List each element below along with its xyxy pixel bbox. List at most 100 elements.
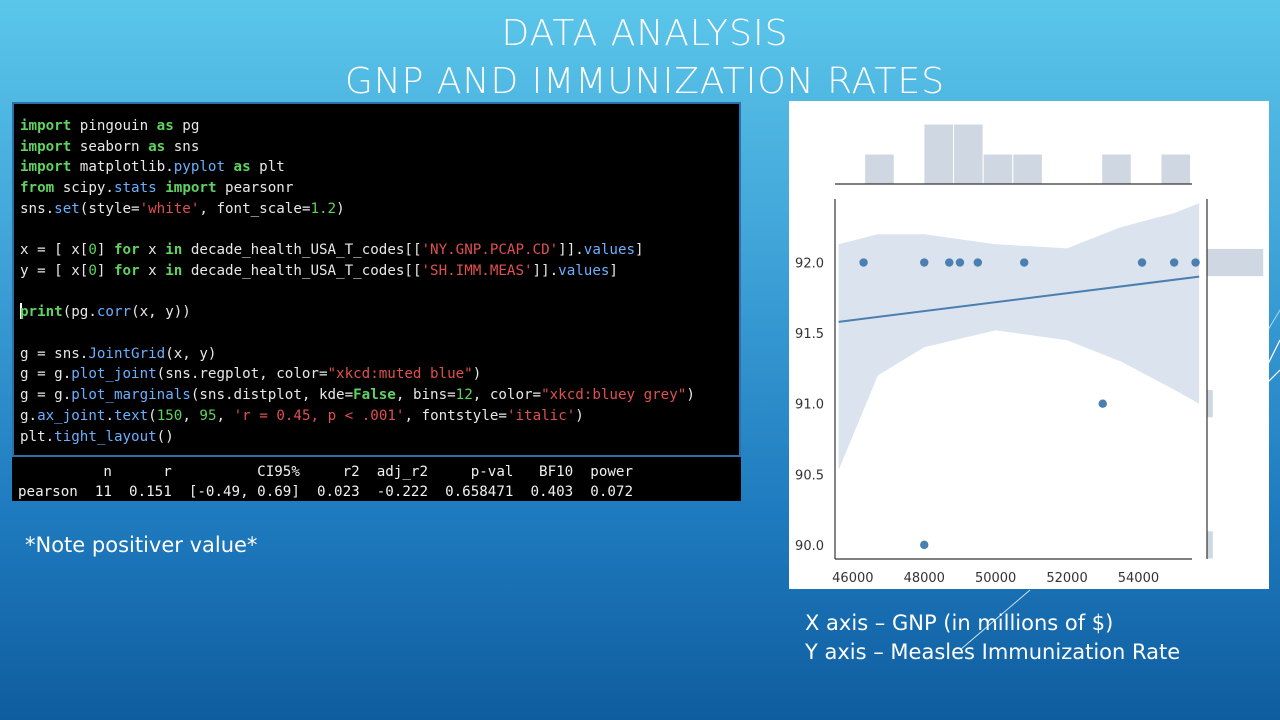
- code-token: ]].: [532, 262, 559, 279]
- code-token: plot_marginals: [71, 387, 191, 404]
- code-token: ): [575, 407, 584, 424]
- code-token: pingouin: [71, 118, 157, 134]
- scatter-point: [955, 258, 965, 267]
- code-token: pg: [173, 118, 200, 134]
- code-token: (x, y): [165, 345, 217, 362]
- joint-plot: 46000 48000 50000 52000 54000 90.0 90.5 91.0 91.…: [789, 101, 1269, 589]
- code-token: pyplot: [173, 159, 225, 176]
- code-token: JointGrid: [88, 345, 166, 362]
- code-token: scipy.: [54, 180, 114, 197]
- code-token: 'r = 0.45, p < .001': [233, 407, 405, 424]
- code-token: seaborn: [71, 138, 149, 155]
- code-token: 0: [88, 262, 97, 279]
- code-token: x: [139, 262, 166, 279]
- code-token: ]: [635, 242, 644, 259]
- code-token: as: [233, 159, 251, 176]
- code-line: import seaborn as sns: [20, 139, 199, 155]
- scatter-point: [1098, 399, 1107, 408]
- code-token: as: [148, 138, 166, 155]
- code-token: [225, 159, 234, 175]
- text-cursor: [20, 303, 22, 320]
- code-token: text: [113, 407, 149, 424]
- code-line: from scipy.stats import pearsonr: [20, 180, 293, 196]
- code-line: x = [ x[0] for x in decade_health_USA_T_…: [20, 242, 644, 258]
- scatter-point: [1137, 258, 1147, 267]
- code-token: 'NY.GNP.PCAP.CD': [421, 242, 559, 259]
- code-token: ): [686, 387, 695, 404]
- scatter-point: [920, 258, 929, 267]
- code-token: for: [113, 242, 140, 259]
- joint-plot-svg: 46000 48000 50000 52000 54000 90.0 90.5 91.0 91.…: [795, 123, 1265, 586]
- code-cell[interactable]: import pingouin as pg import seaborn as …: [12, 102, 741, 457]
- code-token: ]].: [558, 242, 584, 259]
- code-token: (x, y)): [131, 304, 191, 321]
- code-token: g = g.: [20, 366, 72, 383]
- y-axis-note: Y axis – Measles Immunization Rate: [805, 640, 1181, 664]
- code-token: x = [ x[: [20, 242, 89, 259]
- output-row: pearson 11 0.151 [-0.49, 0.69] 0.023 -0.…: [18, 484, 633, 500]
- note-text: *Note positiver value*: [25, 533, 258, 557]
- code-token: import: [165, 180, 217, 197]
- x-tick-label: 54000: [1118, 571, 1159, 586]
- code-token: ]: [609, 262, 618, 279]
- code-token: 150: [156, 407, 183, 424]
- scatter-point: [945, 258, 954, 267]
- scatter-point: [1169, 258, 1179, 267]
- code-token: pearsonr: [216, 180, 294, 197]
- code-token: [157, 180, 166, 196]
- scatter-point: [1191, 258, 1200, 267]
- code-token: , color=: [472, 387, 542, 404]
- code-line: plt.tight_layout(): [20, 429, 174, 445]
- code-token: ]: [96, 262, 114, 279]
- code-token: plot_joint: [71, 366, 157, 383]
- code-line: g = g.plot_joint(sns.regplot, color="xkc…: [20, 366, 481, 382]
- code-token: 0: [88, 242, 97, 259]
- code-token: for: [113, 262, 140, 279]
- code-token: import: [20, 138, 72, 155]
- code-token: g.: [20, 407, 38, 424]
- code-token: plt.: [20, 428, 55, 445]
- x-marginal-bar: [1012, 153, 1043, 185]
- x-marginal-bar: [953, 123, 984, 185]
- code-token: values: [583, 242, 636, 259]
- code-token: 1.2: [310, 200, 337, 217]
- code-token: (pg.: [62, 304, 97, 321]
- x-marginal-bar: [1160, 153, 1192, 185]
- code-token: 'SH.IMM.MEAS': [421, 262, 533, 279]
- x-tick-label: 48000: [904, 571, 945, 586]
- output-header: n r CI95% r2 adj_r2 p-val BF10 power: [18, 464, 633, 480]
- code-line: y = [ x[0] for x in decade_health_USA_T_…: [20, 263, 618, 279]
- code-token: , font_scale=: [199, 200, 311, 217]
- code-line: import matplotlib.pyplot as plt: [20, 159, 285, 175]
- y-marginal-bar: [1206, 530, 1214, 560]
- slide-title-line2: GNP AND IMMUNIZATION RATES: [344, 61, 946, 102]
- code-line: g = g.plot_marginals(sns.distplot, kde=F…: [20, 387, 695, 403]
- code-token: import: [20, 118, 72, 134]
- x-marginal-bar: [923, 123, 955, 185]
- code-token: , bins=: [395, 387, 456, 404]
- code-line: g.ax_joint.text(150, 95, 'r = 0.45, p < …: [20, 408, 584, 424]
- y-tick-label: 90.5: [795, 468, 824, 483]
- code-token: ): [472, 366, 482, 383]
- code-line: sns.set(style='white', font_scale=1.2): [20, 201, 345, 217]
- x-tick-label: 52000: [1046, 571, 1087, 586]
- code-token: ax_joint: [37, 407, 106, 424]
- code-token: 'white': [139, 200, 200, 217]
- x-marginal-bar: [864, 153, 895, 185]
- scatter-point: [973, 258, 982, 267]
- code-token: y = [ x[: [20, 262, 89, 279]
- code-token: ,: [182, 407, 200, 424]
- code-token: "xkcd:muted blue": [327, 366, 473, 383]
- scatter-point: [920, 540, 929, 550]
- x-marginal-bar: [1101, 153, 1132, 185]
- code-text[interactable]: import pingouin as pg import seaborn as …: [20, 116, 695, 447]
- code-token: tight_layout: [54, 428, 157, 445]
- code-line: print(pg.corr(x, y)): [20, 303, 191, 321]
- code-token: x: [139, 242, 166, 259]
- code-token: print: [20, 304, 63, 321]
- code-token: g = g.: [20, 387, 72, 404]
- code-token: (style=: [79, 200, 140, 217]
- output-cell: n r CI95% r2 adj_r2 p-val BF10 power pea…: [12, 457, 741, 501]
- code-line: g = sns.JointGrid(x, y): [20, 346, 216, 362]
- confidence-band: [838, 203, 1200, 471]
